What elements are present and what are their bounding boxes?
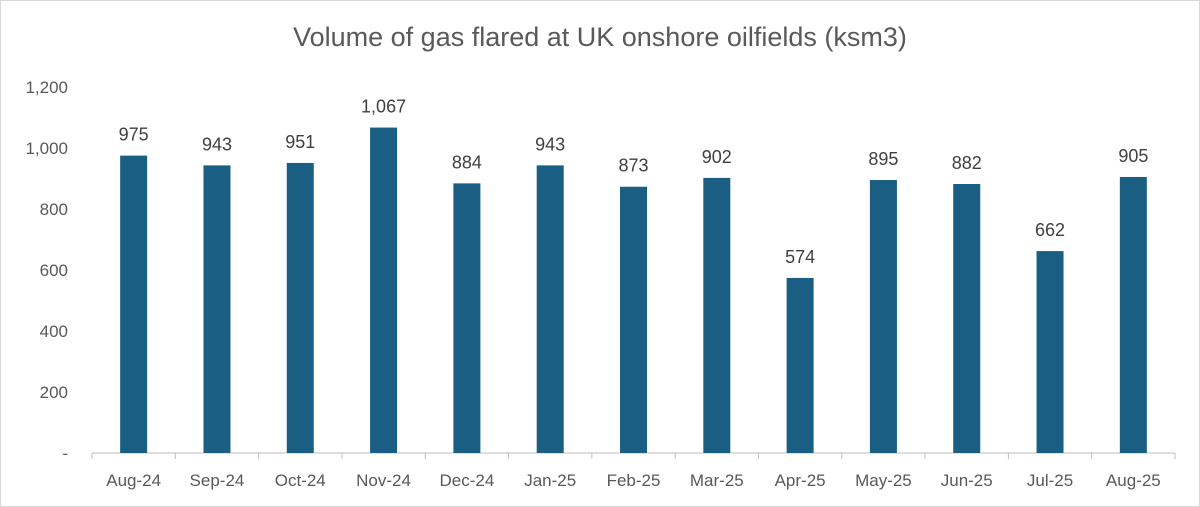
bar [286, 162, 314, 453]
data-label: 884 [452, 152, 482, 172]
bar [953, 183, 981, 454]
y-tick-label: 600 [40, 261, 68, 280]
y-tick-label: 400 [40, 322, 68, 341]
x-tick-label: May-25 [855, 471, 912, 490]
x-tick-label: Aug-24 [106, 471, 161, 490]
bar [869, 180, 897, 453]
x-tick-label: Oct-24 [275, 471, 326, 490]
bar [620, 186, 647, 454]
x-tick-label: Mar-25 [690, 471, 744, 490]
x-tick-label: Jul-25 [1027, 471, 1073, 490]
y-tick-label: 200 [40, 383, 68, 402]
x-tick-label: Jun-25 [941, 471, 993, 490]
y-tick-label: 1,000 [25, 139, 68, 158]
bar [370, 127, 398, 453]
x-tick-label: Sep-24 [190, 471, 245, 490]
data-label: 873 [618, 156, 648, 176]
x-tick-label: Nov-24 [356, 471, 411, 490]
bar [1036, 251, 1064, 453]
data-label: 943 [535, 134, 565, 154]
x-tick-label: Jan-25 [524, 471, 576, 490]
data-label: 662 [1035, 220, 1065, 240]
data-label: 902 [702, 147, 732, 167]
bar [203, 165, 231, 453]
bar [786, 277, 814, 453]
x-tick-label: Dec-24 [439, 471, 494, 490]
data-label: 905 [1118, 146, 1148, 166]
y-tick-label: 800 [40, 200, 68, 219]
bar [1119, 176, 1147, 453]
data-label: 943 [202, 134, 232, 154]
x-tick-label: Feb-25 [607, 471, 661, 490]
x-tick-label: Aug-25 [1106, 471, 1161, 490]
y-tick-label: - [62, 444, 68, 463]
data-label: 951 [285, 132, 315, 152]
chart-title: Volume of gas flared at UK onshore oilfi… [293, 22, 907, 52]
data-label: 882 [952, 153, 982, 173]
data-label: 975 [119, 125, 149, 145]
x-tick-label: Apr-25 [775, 471, 826, 490]
data-label: 895 [868, 149, 898, 169]
data-label: 1,067 [361, 97, 406, 117]
bar [453, 183, 481, 453]
data-label: 574 [785, 247, 815, 267]
bar [536, 165, 564, 453]
y-tick-label: 1,200 [25, 78, 68, 97]
bar [703, 177, 731, 453]
bar [120, 155, 148, 453]
